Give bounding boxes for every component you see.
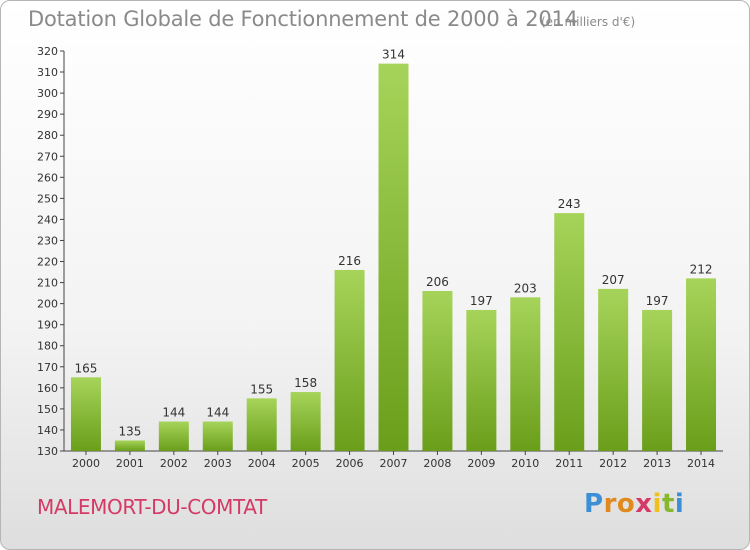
bar-2011 xyxy=(554,213,585,451)
y-tick-label: 310 xyxy=(37,66,58,79)
bar-2003 xyxy=(202,421,233,451)
bar-2014 xyxy=(686,278,717,451)
y-tick-label: 260 xyxy=(37,171,58,184)
bar-2008 xyxy=(422,291,453,451)
x-tick-label: 2002 xyxy=(160,457,188,470)
y-tick-label: 290 xyxy=(37,108,58,121)
y-tick-label: 160 xyxy=(37,382,58,395)
bar-value-label: 197 xyxy=(646,294,669,308)
y-tick-label: 230 xyxy=(37,234,58,247)
x-tick-label: 2005 xyxy=(292,457,320,470)
bar-2013 xyxy=(642,309,673,451)
x-tick-label: 2006 xyxy=(336,457,364,470)
commune-name: MALEMORT-DU-COMTAT xyxy=(37,495,267,519)
bar-value-label: 243 xyxy=(558,197,581,211)
y-tick-label: 180 xyxy=(37,340,58,353)
bar-value-label: 314 xyxy=(382,48,405,62)
x-tick-label: 2001 xyxy=(116,457,144,470)
x-tick-label: 2014 xyxy=(687,457,715,470)
logo-letter: i xyxy=(652,489,662,519)
bar-2012 xyxy=(598,288,629,451)
logo-letter: i xyxy=(674,489,685,519)
logo-letter: x xyxy=(635,489,653,519)
bar-value-label: 165 xyxy=(75,361,98,375)
y-tick-label: 220 xyxy=(37,256,58,269)
bar-2000 xyxy=(70,377,101,451)
chart-bars: 165 135 144 144 155 158 216 314 206 197 203 243 207 1… xyxy=(70,48,717,451)
y-tick-label: 270 xyxy=(37,150,58,163)
x-tick-label: 2008 xyxy=(423,457,451,470)
bar-2002 xyxy=(158,421,189,451)
y-tick-label: 200 xyxy=(37,298,58,311)
bar-value-label: 203 xyxy=(514,281,537,295)
bar-value-label: 135 xyxy=(118,424,141,438)
y-tick-label: 140 xyxy=(37,424,58,437)
logo-letter: t xyxy=(661,489,675,519)
x-tick-label: 2012 xyxy=(599,457,627,470)
logo-letter: o xyxy=(616,489,636,519)
bar-value-label: 158 xyxy=(294,376,317,390)
bar-value-label: 212 xyxy=(690,262,713,276)
bar-value-label: 207 xyxy=(602,273,625,287)
bar-value-label: 144 xyxy=(162,406,185,420)
chart-axes: 130 140 150 160 170 180 190 200 210 220 230 240 250 2… xyxy=(37,45,723,470)
x-tick-label: 2010 xyxy=(511,457,539,470)
bar-2006 xyxy=(334,269,365,451)
bar-value-label: 197 xyxy=(470,294,493,308)
y-tick-label: 210 xyxy=(37,277,58,290)
y-tick-label: 280 xyxy=(37,129,58,142)
y-tick-label: 170 xyxy=(37,361,58,374)
chart-title: Dotation Globale de Fonctionnement de 20… xyxy=(28,7,578,31)
bar-2007 xyxy=(378,63,409,451)
proxiti-logo: Proxiti xyxy=(584,489,684,519)
y-tick-label: 320 xyxy=(37,45,58,58)
y-tick-label: 250 xyxy=(37,192,58,205)
x-tick-label: 2003 xyxy=(204,457,232,470)
logo-letter: P xyxy=(584,489,604,519)
x-tick-label: 2009 xyxy=(467,457,495,470)
x-tick-label: 2000 xyxy=(72,457,100,470)
bar-value-label: 144 xyxy=(206,406,229,420)
bar-2004 xyxy=(246,398,277,451)
y-tick-label: 130 xyxy=(37,445,58,458)
bar-value-label: 206 xyxy=(426,275,449,289)
bar-2001 xyxy=(114,440,145,451)
x-tick-label: 2013 xyxy=(643,457,671,470)
logo-letter: r xyxy=(603,489,617,519)
x-tick-label: 2004 xyxy=(248,457,276,470)
bar-2010 xyxy=(510,297,541,451)
y-tick-label: 150 xyxy=(37,403,58,416)
x-tick-label: 2011 xyxy=(555,457,583,470)
bar-value-label: 216 xyxy=(338,254,361,268)
x-tick-label: 2007 xyxy=(380,457,408,470)
bar-2005 xyxy=(290,392,321,451)
bar-value-label: 155 xyxy=(250,382,273,396)
chart-subtitle: (en milliers d'€) xyxy=(541,15,636,29)
y-tick-label: 190 xyxy=(37,319,58,332)
y-tick-label: 300 xyxy=(37,87,58,100)
bar-2009 xyxy=(466,309,497,451)
y-tick-label: 240 xyxy=(37,213,58,226)
